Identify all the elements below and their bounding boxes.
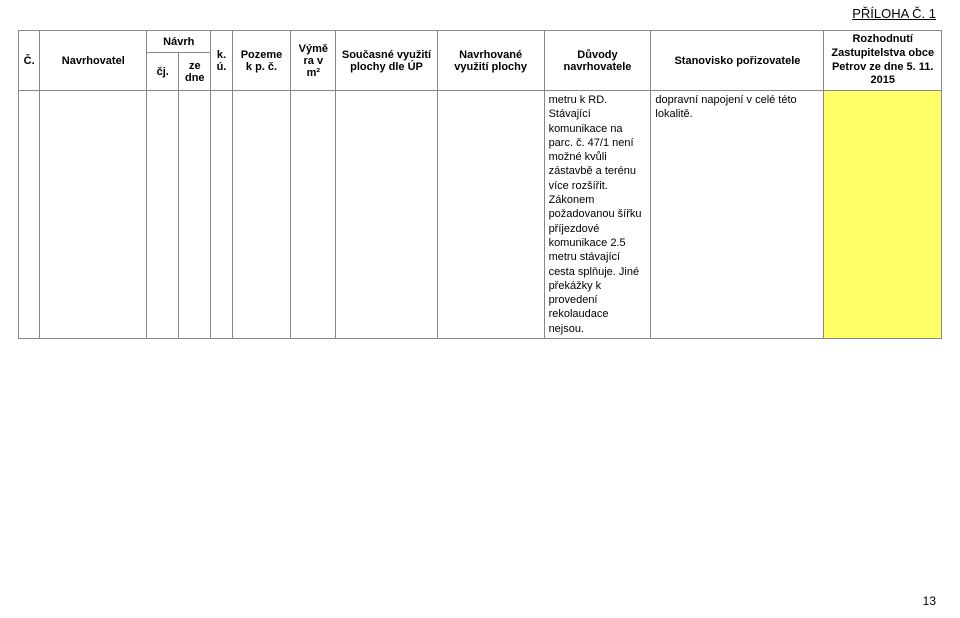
cell-navrhovane — [437, 91, 544, 339]
cell-soucasne — [336, 91, 437, 339]
cell-stanovisko: dopravní napojení v celé této lokalitě. — [651, 91, 824, 339]
cell-zedne — [179, 91, 211, 339]
col-soucasne: Současné využití plochy dle ÚP — [336, 31, 437, 91]
col-duvody: Důvody navrhovatele — [544, 31, 651, 91]
cell-navrhovatel — [40, 91, 147, 339]
col-zedne: ze dne — [179, 53, 211, 91]
attachment-label: PŘÍLOHA Č. 1 — [852, 6, 936, 21]
col-pozemek: Pozeme k p. č. — [232, 31, 291, 91]
cell-cj — [147, 91, 179, 339]
col-rozhodnuti: Rozhodnutí Zastupitelstva obce Petrov ze… — [824, 31, 942, 91]
main-table: Č. Navrhovatel Návrh k. ú. Pozeme k p. č… — [18, 30, 942, 339]
cell-num — [19, 91, 40, 339]
cell-ku — [211, 91, 232, 339]
page: PŘÍLOHA Č. 1 Č. Navrhovatel Návrh k. ú. … — [0, 0, 960, 618]
col-vymera: Výmě ra v m² — [291, 31, 336, 91]
col-cj: čj. — [147, 53, 179, 91]
cell-rozhodnuti — [824, 91, 942, 339]
col-stanovisko: Stanovisko pořizovatele — [651, 31, 824, 91]
cell-pozemek — [232, 91, 291, 339]
table-row: metru k RD. Stávající komunikace na parc… — [19, 91, 942, 339]
col-navrhovane: Navrhované využití plochy — [437, 31, 544, 91]
table-header: Č. Navrhovatel Návrh k. ú. Pozeme k p. č… — [19, 31, 942, 91]
col-navrhovatel: Navrhovatel — [40, 31, 147, 91]
col-ku: k. ú. — [211, 31, 232, 91]
col-number: Č. — [19, 31, 40, 91]
cell-vymera — [291, 91, 336, 339]
cell-duvody: metru k RD. Stávající komunikace na parc… — [544, 91, 651, 339]
page-number: 13 — [923, 594, 936, 608]
col-navrh: Návrh — [147, 31, 211, 53]
